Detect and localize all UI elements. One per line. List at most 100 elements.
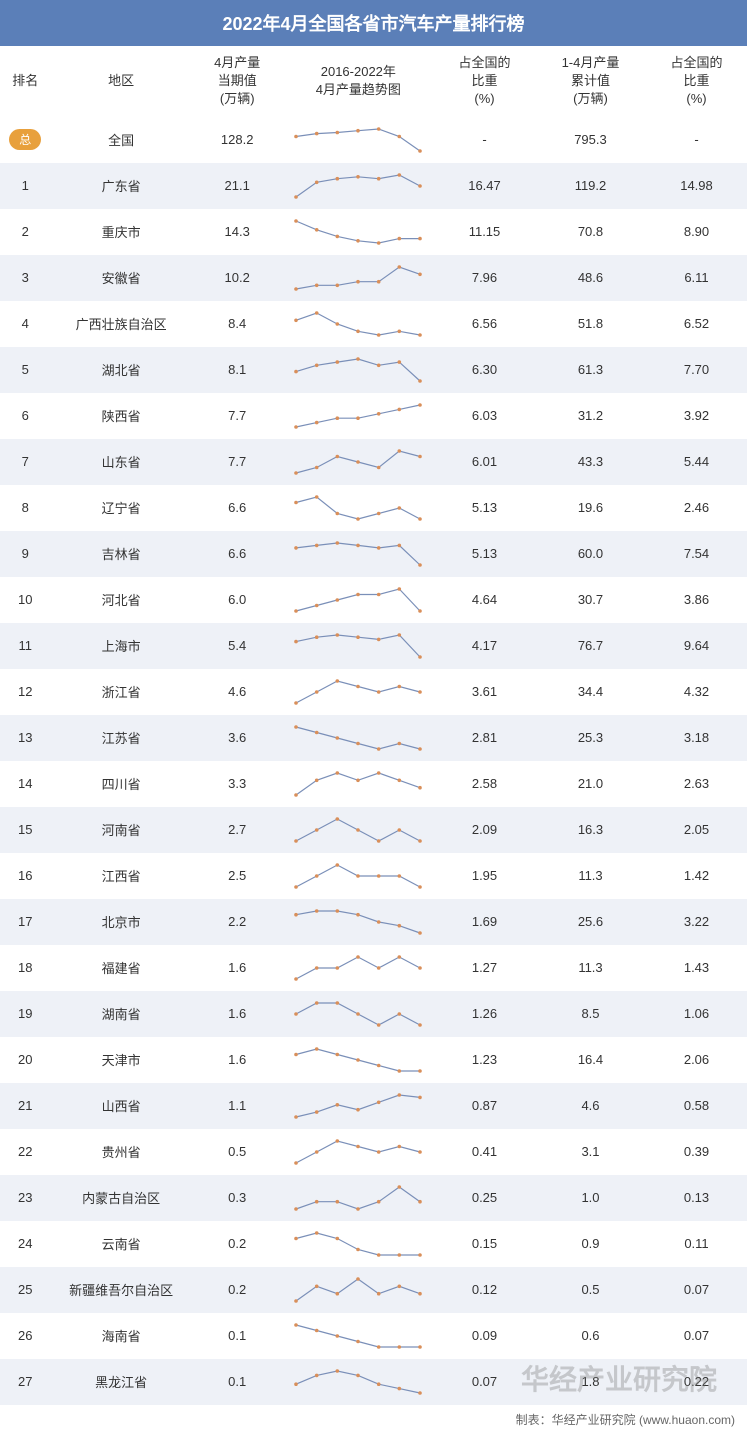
cell-region: 北京市 — [50, 899, 191, 945]
cell-region: 辽宁省 — [50, 485, 191, 531]
cell-rank: 13 — [0, 715, 50, 761]
cell-pct2: 1.43 — [646, 945, 747, 991]
cell-value: 3.6 — [192, 715, 283, 761]
cell-value: 2.2 — [192, 899, 283, 945]
ranking-table: 排名 地区 4月产量 当期值 (万辆) 2016-2022年 4月产量趋势图 占… — [0, 46, 747, 1405]
sparkline — [293, 494, 423, 522]
col-trend-header: 2016-2022年 4月产量趋势图 — [283, 46, 434, 117]
cell-trend — [283, 531, 434, 577]
table-row: 19 湖南省 1.6 1.26 8.5 1.06 — [0, 991, 747, 1037]
sparkline — [293, 310, 423, 338]
cell-region: 安徽省 — [50, 255, 191, 301]
cell-region: 上海市 — [50, 623, 191, 669]
cell-region: 吉林省 — [50, 531, 191, 577]
cell-pct2: 2.06 — [646, 1037, 747, 1083]
cell-region: 江西省 — [50, 853, 191, 899]
col-region-header: 地区 — [50, 46, 191, 117]
cell-pct1: 3.61 — [434, 669, 535, 715]
cell-pct2: 0.22 — [646, 1359, 747, 1405]
cell-rank: 总 — [0, 117, 50, 163]
cell-cum: 70.8 — [535, 209, 646, 255]
cell-pct1: 4.17 — [434, 623, 535, 669]
cell-region: 河南省 — [50, 807, 191, 853]
header-row: 排名 地区 4月产量 当期值 (万辆) 2016-2022年 4月产量趋势图 占… — [0, 46, 747, 117]
sparkline — [293, 540, 423, 568]
cell-cum: 21.0 — [535, 761, 646, 807]
sparkline — [293, 1092, 423, 1120]
cell-pct1: 4.64 — [434, 577, 535, 623]
cell-rank: 1 — [0, 163, 50, 209]
cell-region: 天津市 — [50, 1037, 191, 1083]
col-rank-header: 排名 — [0, 46, 50, 117]
table-row: 22 贵州省 0.5 0.41 3.1 0.39 — [0, 1129, 747, 1175]
cell-rank: 16 — [0, 853, 50, 899]
footer-credit: 制表：华经产业研究院 (www.huaon.com) — [0, 1405, 747, 1438]
table-row: 6 陕西省 7.7 6.03 31.2 3.92 — [0, 393, 747, 439]
page-title: 2022年4月全国各省市汽车产量排行榜 — [0, 0, 747, 46]
cell-pct2: 3.86 — [646, 577, 747, 623]
cell-value: 4.6 — [192, 669, 283, 715]
cell-value: 14.3 — [192, 209, 283, 255]
cell-value: 6.6 — [192, 485, 283, 531]
cell-cum: 0.6 — [535, 1313, 646, 1359]
cell-cum: 19.6 — [535, 485, 646, 531]
cell-cum: 0.5 — [535, 1267, 646, 1313]
cell-pct1: 16.47 — [434, 163, 535, 209]
cell-rank: 24 — [0, 1221, 50, 1267]
cell-value: 5.4 — [192, 623, 283, 669]
table-row: 10 河北省 6.0 4.64 30.7 3.86 — [0, 577, 747, 623]
cell-rank: 22 — [0, 1129, 50, 1175]
cell-cum: 30.7 — [535, 577, 646, 623]
cell-cum: 0.9 — [535, 1221, 646, 1267]
table-row: 21 山西省 1.1 0.87 4.6 0.58 — [0, 1083, 747, 1129]
table-row: 15 河南省 2.7 2.09 16.3 2.05 — [0, 807, 747, 853]
cell-trend — [283, 853, 434, 899]
cell-trend — [283, 255, 434, 301]
cell-rank: 14 — [0, 761, 50, 807]
sparkline — [293, 954, 423, 982]
cell-region: 新疆维吾尔自治区 — [50, 1267, 191, 1313]
table-container: 2022年4月全国各省市汽车产量排行榜 排名 地区 4月产量 当期值 (万辆) … — [0, 0, 747, 1438]
cell-region: 山东省 — [50, 439, 191, 485]
cell-region: 内蒙古自治区 — [50, 1175, 191, 1221]
cell-rank: 2 — [0, 209, 50, 255]
cell-pct1: 2.58 — [434, 761, 535, 807]
cell-pct1: 0.12 — [434, 1267, 535, 1313]
cell-region: 福建省 — [50, 945, 191, 991]
cell-pct1: 1.69 — [434, 899, 535, 945]
cell-cum: 60.0 — [535, 531, 646, 577]
table-row: 16 江西省 2.5 1.95 11.3 1.42 — [0, 853, 747, 899]
cell-cum: 16.4 — [535, 1037, 646, 1083]
cell-value: 3.3 — [192, 761, 283, 807]
cell-trend — [283, 1313, 434, 1359]
cell-region: 广西壮族自治区 — [50, 301, 191, 347]
cell-trend — [283, 301, 434, 347]
cell-trend — [283, 163, 434, 209]
cell-region: 全国 — [50, 117, 191, 163]
cell-cum: 4.6 — [535, 1083, 646, 1129]
cell-trend — [283, 991, 434, 1037]
cell-pct2: 0.13 — [646, 1175, 747, 1221]
cell-rank: 4 — [0, 301, 50, 347]
table-row: 9 吉林省 6.6 5.13 60.0 7.54 — [0, 531, 747, 577]
cell-value: 0.2 — [192, 1267, 283, 1313]
cell-cum: 11.3 — [535, 945, 646, 991]
cell-pct1: 6.03 — [434, 393, 535, 439]
cell-value: 0.5 — [192, 1129, 283, 1175]
cell-rank: 27 — [0, 1359, 50, 1405]
cell-trend — [283, 715, 434, 761]
sparkline — [293, 264, 423, 292]
cell-pct1: 5.13 — [434, 485, 535, 531]
sparkline — [293, 1184, 423, 1212]
table-row: 23 内蒙古自治区 0.3 0.25 1.0 0.13 — [0, 1175, 747, 1221]
table-row: 25 新疆维吾尔自治区 0.2 0.12 0.5 0.07 — [0, 1267, 747, 1313]
cell-pct1: 0.25 — [434, 1175, 535, 1221]
cell-region: 广东省 — [50, 163, 191, 209]
cell-cum: 11.3 — [535, 853, 646, 899]
cell-region: 贵州省 — [50, 1129, 191, 1175]
cell-value: 21.1 — [192, 163, 283, 209]
sparkline — [293, 1322, 423, 1350]
cell-pct2: 0.11 — [646, 1221, 747, 1267]
cell-pct2: - — [646, 117, 747, 163]
cell-region: 浙江省 — [50, 669, 191, 715]
